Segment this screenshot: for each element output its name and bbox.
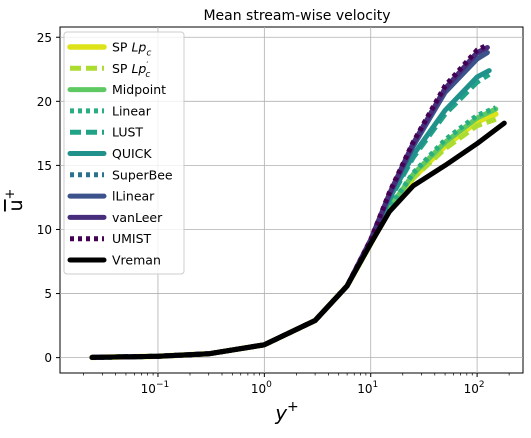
x-tick-label: 100 (251, 380, 272, 396)
series-lines (89, 42, 507, 361)
y-tick-label: 25 (37, 31, 52, 45)
y-tick-label: 20 (37, 95, 52, 109)
legend-box (63, 31, 185, 275)
legend-label: SP Lp′ c (112, 61, 150, 80)
series-line-sp-lp-prime (91, 116, 497, 360)
x-tick-label: 101 (357, 380, 378, 396)
y-axis-label: u+ (3, 189, 27, 212)
legend-label: vanLeer (112, 210, 163, 225)
x-axis-label: y+ (274, 399, 299, 425)
x-tick-label: 10−1 (141, 380, 170, 396)
y-tick-label: 10 (37, 223, 52, 237)
legend-label: LUST (112, 125, 143, 140)
y-axis-ticks: 0 5 10 15 20 25 (37, 31, 60, 365)
plot-frame (59, 26, 524, 374)
legend-label: UMIST (112, 231, 152, 246)
legend-label: lLinear (112, 189, 155, 204)
legend-label: Linear (112, 103, 152, 118)
x-tick-label: 102 (464, 380, 485, 396)
chart-title: Mean stream-wise velocity (203, 8, 390, 24)
y-tick-label: 15 (37, 159, 52, 173)
y-tick-label: 5 (44, 287, 52, 301)
series-line-lust (91, 72, 491, 360)
series-line-umist (91, 42, 489, 360)
legend-label: SuperBee (112, 167, 173, 182)
series-line-vreman (89, 120, 507, 360)
legend-label: SP Lpc (112, 40, 151, 59)
legend-label: Vreman (112, 253, 161, 268)
legend-label: Midpoint (112, 82, 166, 97)
legend: SP Lpc SP Lp′ c Midpoint Linear LUST QUICK Supe… (63, 31, 185, 275)
x-axis-ticks: 10−1 100 101 102 (83, 373, 510, 396)
y-tick-label: 0 (44, 351, 52, 365)
legend-label: QUICK (112, 146, 152, 161)
